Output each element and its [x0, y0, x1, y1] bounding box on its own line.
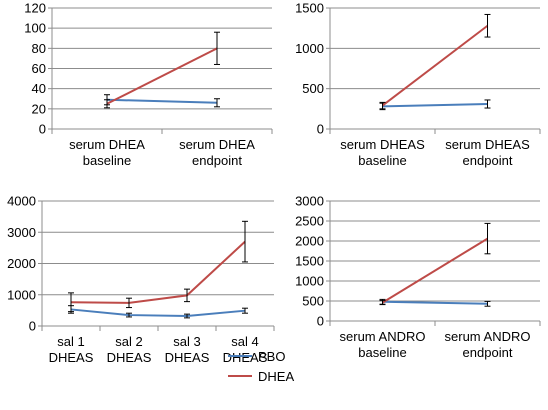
y-tick-label: 3000: [295, 194, 324, 209]
chart-panels: 0 20 40 60 80 100 120 serum DHEA baseline serum D…: [7, 1, 541, 365]
y-tick-label: 1500: [295, 254, 324, 269]
y-tick-label: 1500: [295, 1, 324, 16]
error-bar: [68, 292, 74, 313]
x-tick-label: serum DHEAS baseline: [340, 137, 425, 168]
error-bar: [104, 99, 110, 109]
error-bar: [126, 297, 132, 309]
error-bar: [214, 31, 220, 65]
y-tick-label: 0: [317, 314, 324, 329]
series-dhea: [379, 13, 491, 110]
legend-label: DHEA: [258, 369, 294, 384]
series-dhea: [104, 31, 220, 109]
x-tick-label: sal 3 DHEAS: [165, 334, 210, 365]
x-tick-label: sal 4 DHEAS: [223, 334, 268, 365]
series-line-dhea: [381, 24, 489, 107]
error-bar: [484, 99, 491, 109]
series-pbo: [379, 99, 491, 111]
error-bar: [484, 222, 491, 255]
series-dhea: [379, 222, 491, 306]
x-tick-label: serum ANDRO baseline: [340, 329, 426, 360]
x-tick-label: serum DHEA endpoint: [179, 137, 255, 168]
y-tick-label: 3000: [7, 225, 36, 240]
series-line-pbo: [382, 300, 488, 305]
y-tick-label: 0: [29, 319, 36, 334]
x-tick-label: serum DHEAS endpoint: [445, 137, 530, 168]
series-line-pbo: [70, 308, 246, 318]
y-tick-label: 1000: [295, 274, 324, 289]
x-tick-label: sal 1 DHEAS: [49, 334, 94, 365]
x-tick-label: serum DHEA baseline: [69, 137, 145, 168]
x-tick-label: sal 2 DHEAS: [107, 334, 152, 365]
error-bar: [379, 300, 386, 306]
x-tick-label: serum ANDRO endpoint: [445, 329, 531, 360]
error-bar: [484, 13, 491, 38]
error-bar: [184, 313, 190, 319]
series-dhea: [68, 220, 248, 313]
chart-1: 0 20 40 60 80 100 120 serum DHEA baseline serum D…: [24, 1, 273, 168]
y-tick-label: 2000: [7, 256, 36, 271]
y-tick-label: 500: [302, 294, 324, 309]
y-tick-label: 100: [24, 21, 46, 36]
y-tick-label: 1000: [7, 287, 36, 302]
series-line-dhea: [70, 240, 246, 304]
y-tick-label: 500: [302, 81, 324, 96]
y-tick-label: 20: [32, 101, 46, 116]
series-line-dhea: [106, 47, 218, 105]
error-bar: [126, 312, 132, 318]
error-bar: [242, 220, 248, 263]
legend-label: PBO: [258, 349, 285, 364]
legend-item-dhea: DHEA: [228, 369, 294, 384]
y-tick-label: 80: [32, 41, 46, 56]
y-tick-label: 1000: [295, 41, 324, 56]
error-bar: [214, 98, 220, 108]
series-line-pbo: [382, 102, 488, 108]
error-bar: [184, 288, 190, 303]
y-tick-label: 2500: [295, 214, 324, 229]
series-line-pbo: [106, 98, 218, 104]
series-pbo: [68, 305, 248, 319]
y-tick-label: 60: [32, 61, 46, 76]
chart-4: 0 500 1000 1500 2000 2500 3000 serum ANDRO basel…: [295, 194, 541, 360]
series-line-dhea: [381, 237, 489, 304]
y-tick-label: 2000: [295, 234, 324, 249]
y-tick-label: 40: [32, 81, 46, 96]
series-pbo: [379, 298, 491, 307]
chart-3: 0 1000 2000 3000 4000 sal 1 DHEAS sal 2 DHEAS sal…: [7, 194, 275, 365]
legend: PBO DHEA: [228, 349, 294, 384]
error-bar: [242, 307, 248, 314]
error-bar: [379, 101, 386, 110]
legend-item-pbo: PBO: [228, 349, 285, 364]
y-tick-label: 4000: [7, 194, 36, 209]
y-tick-label: 0: [39, 122, 46, 137]
chart-2: 0 500 1000 1500 serum DHEAS baseline serum DHE…: [295, 1, 541, 168]
error-bar: [484, 300, 491, 307]
y-tick-label: 0: [317, 122, 324, 137]
y-tick-label: 120: [24, 1, 46, 16]
